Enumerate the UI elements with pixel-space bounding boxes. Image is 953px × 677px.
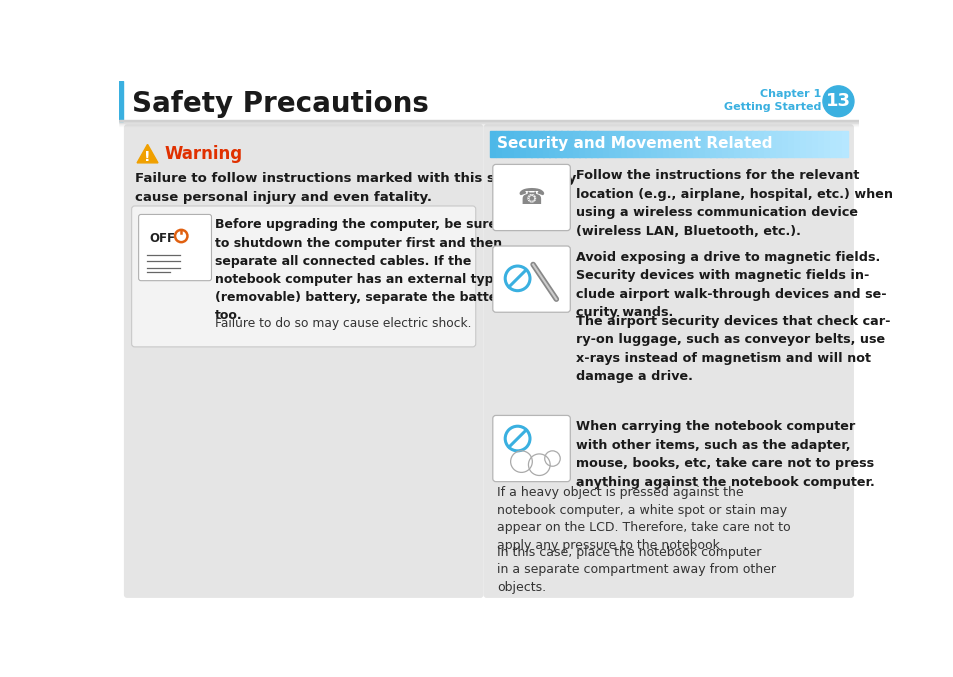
Bar: [531, 131, 537, 156]
Bar: [679, 131, 686, 156]
Bar: [817, 131, 823, 156]
Bar: [811, 131, 818, 156]
FancyBboxPatch shape: [132, 206, 476, 347]
Text: If a heavy object is pressed against the
notebook computer, a white spot or stai: If a heavy object is pressed against the…: [497, 486, 790, 552]
Bar: [781, 131, 787, 156]
Text: !: !: [144, 150, 151, 165]
Bar: [578, 131, 585, 156]
Bar: [793, 131, 800, 156]
Bar: [656, 131, 662, 156]
Bar: [776, 131, 781, 156]
Bar: [567, 131, 573, 156]
Bar: [537, 131, 543, 156]
Bar: [829, 131, 836, 156]
FancyBboxPatch shape: [124, 125, 483, 598]
Bar: [525, 131, 532, 156]
Bar: [519, 131, 525, 156]
Bar: [620, 131, 627, 156]
Text: Follow the instructions for the relevant
location (e.g., airplane, hospital, etc: Follow the instructions for the relevant…: [576, 169, 893, 238]
Text: The airport security devices that check car-
ry-on luggage, such as conveyor bel: The airport security devices that check …: [576, 315, 890, 383]
Text: Getting Started: Getting Started: [723, 102, 821, 112]
Bar: [769, 131, 776, 156]
Bar: [119, 121, 858, 122]
Bar: [763, 131, 770, 156]
Bar: [710, 131, 716, 156]
Bar: [698, 131, 704, 156]
Bar: [805, 131, 812, 156]
Bar: [602, 131, 609, 156]
Circle shape: [822, 86, 853, 116]
Text: Warning: Warning: [164, 145, 242, 162]
Text: OFF: OFF: [150, 232, 175, 245]
Bar: [734, 131, 740, 156]
Text: When carrying the notebook computer
with other items, such as the adapter,
mouse: When carrying the notebook computer with…: [576, 420, 874, 489]
Bar: [513, 131, 519, 156]
Bar: [573, 131, 579, 156]
Text: Before upgrading the computer, be sure
to shutdown the computer first and then
s: Before upgrading the computer, be sure t…: [215, 218, 515, 322]
Bar: [555, 131, 561, 156]
Bar: [549, 131, 556, 156]
Bar: [639, 131, 644, 156]
Bar: [119, 122, 858, 123]
Bar: [841, 131, 847, 156]
Bar: [692, 131, 699, 156]
Polygon shape: [137, 144, 158, 163]
Bar: [615, 131, 620, 156]
Bar: [745, 131, 752, 156]
Bar: [716, 131, 722, 156]
FancyBboxPatch shape: [493, 246, 570, 312]
Bar: [752, 131, 758, 156]
Bar: [501, 131, 507, 156]
Bar: [650, 131, 657, 156]
Bar: [119, 125, 858, 126]
Bar: [543, 131, 549, 156]
Text: ☎: ☎: [517, 188, 545, 209]
Text: Failure to follow instructions marked with this symbol may
cause personal injury: Failure to follow instructions marked wi…: [134, 172, 576, 204]
FancyBboxPatch shape: [493, 416, 570, 481]
Bar: [728, 131, 734, 156]
Bar: [674, 131, 680, 156]
Bar: [496, 131, 501, 156]
Text: Safety Precautions: Safety Precautions: [132, 90, 428, 118]
Bar: [787, 131, 794, 156]
Bar: [626, 131, 633, 156]
Text: Avoid exposing a drive to magnetic fields.
Security devices with magnetic fields: Avoid exposing a drive to magnetic field…: [576, 250, 886, 319]
Bar: [668, 131, 675, 156]
Bar: [644, 131, 651, 156]
Bar: [119, 124, 858, 125]
Bar: [823, 131, 829, 156]
Bar: [489, 131, 496, 156]
Bar: [721, 131, 728, 156]
Bar: [119, 123, 858, 124]
Bar: [686, 131, 692, 156]
Bar: [632, 131, 639, 156]
Text: 13: 13: [825, 92, 850, 110]
Bar: [740, 131, 746, 156]
Bar: [704, 131, 710, 156]
Bar: [597, 131, 603, 156]
FancyBboxPatch shape: [483, 125, 853, 598]
FancyBboxPatch shape: [138, 215, 212, 281]
Bar: [835, 131, 841, 156]
Text: Chapter 1: Chapter 1: [760, 89, 821, 100]
Bar: [800, 131, 805, 156]
Bar: [119, 81, 858, 121]
Bar: [119, 81, 123, 121]
Bar: [591, 131, 597, 156]
Bar: [560, 131, 567, 156]
FancyBboxPatch shape: [493, 165, 570, 231]
Bar: [662, 131, 668, 156]
Bar: [758, 131, 763, 156]
Bar: [584, 131, 591, 156]
Text: In this case, place the notebook computer
in a separate compartment away from ot: In this case, place the notebook compute…: [497, 546, 776, 594]
Bar: [507, 131, 514, 156]
Bar: [608, 131, 615, 156]
Bar: [119, 120, 858, 121]
Text: Failure to do so may cause electric shock.: Failure to do so may cause electric shoc…: [215, 317, 472, 330]
Text: Security and Movement Related: Security and Movement Related: [497, 136, 772, 151]
